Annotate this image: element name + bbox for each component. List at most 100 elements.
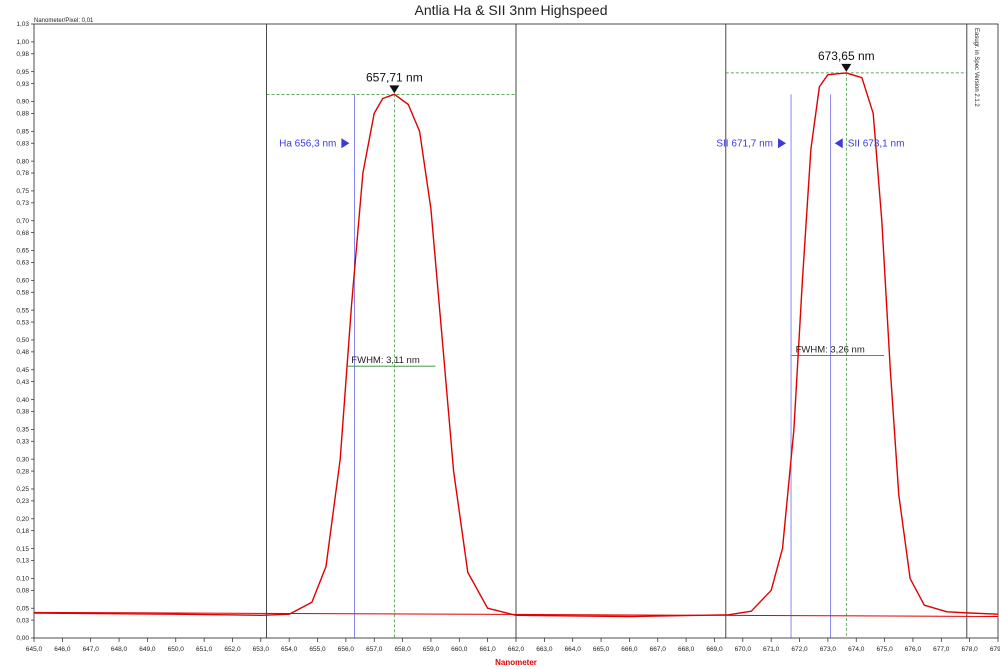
y-tick-label: 0,65 — [16, 248, 29, 255]
y-tick-label: 0,85 — [16, 129, 29, 136]
x-tick-label: 676,0 — [905, 646, 922, 653]
y-tick-label: 0,90 — [16, 99, 29, 106]
y-tick-label: 0,23 — [16, 498, 29, 505]
y-tick-label: 0,20 — [16, 516, 29, 523]
x-tick-label: 679,0 — [990, 646, 1000, 653]
y-tick-label: 0,60 — [16, 278, 29, 285]
y-tick-label: 0,95 — [16, 69, 29, 76]
x-tick-label: 667,0 — [650, 646, 667, 653]
x-tick-label: 670,0 — [735, 646, 752, 653]
y-tick-label: 0,13 — [16, 558, 29, 565]
y-tick-label: 0,48 — [16, 349, 29, 356]
x-tick-label: 671,0 — [763, 646, 780, 653]
emission-arrow-left-icon — [834, 138, 843, 149]
y-tick-label: 0,63 — [16, 260, 29, 267]
fwhm-label: FWHM: 3,26 nm — [796, 344, 865, 355]
filter-boundaries — [266, 24, 968, 638]
x-tick-label: 656,0 — [338, 646, 355, 653]
emission-arrow-right-icon — [341, 138, 350, 149]
y-tick-label: 0,00 — [16, 635, 29, 642]
x-tick-label: 663,0 — [536, 646, 553, 653]
baseline-curve — [33, 611, 999, 617]
y-tick-label: 0,45 — [16, 367, 29, 374]
peak-marker-icon — [841, 63, 852, 72]
x-tick-label: 673,0 — [820, 646, 837, 653]
resolution-note: Nanometer/Pixel: 0,01 — [34, 18, 94, 24]
y-tick-label: 0,78 — [16, 170, 29, 177]
emission-arrow-right-icon — [778, 138, 787, 149]
y-tick-label: 0,30 — [16, 456, 29, 463]
emission-line-label: Ha 656,3 nm — [279, 139, 336, 150]
y-tick-label: 0,68 — [16, 230, 29, 237]
peak-label: 657,71 nm — [366, 70, 423, 84]
emission-line-label: SII 673,1 nm — [848, 139, 905, 150]
y-tick-label: 0,05 — [16, 605, 29, 612]
peak-label: 673,65 nm — [818, 49, 875, 63]
y-tick-label: 0,38 — [16, 409, 29, 416]
y-tick-label: 0,33 — [16, 438, 29, 445]
y-tick-label: 0,25 — [16, 486, 29, 493]
guide-lines — [266, 72, 967, 638]
x-tick-label: 651,0 — [196, 646, 213, 653]
x-tick-label: 668,0 — [678, 646, 695, 653]
x-tick-label: 672,0 — [791, 646, 808, 653]
y-tick-label: 0,28 — [16, 468, 29, 475]
x-tick-label: 654,0 — [281, 646, 298, 653]
x-tick-label: 648,0 — [111, 646, 128, 653]
x-tick-label: 645,0 — [26, 646, 43, 653]
y-tick-label: 0,73 — [16, 200, 29, 207]
x-tick-label: 657,0 — [366, 646, 383, 653]
y-tick-label: 0,43 — [16, 379, 29, 386]
peak-marker-icon — [389, 85, 400, 94]
x-tick-label: 646,0 — [54, 646, 71, 653]
x-tick-label: 674,0 — [848, 646, 865, 653]
series-group — [33, 72, 999, 618]
y-tick-label: 1,03 — [16, 21, 29, 28]
chart-title: Antlia Ha & SII 3nm Highspeed — [415, 2, 608, 18]
y-tick-label: 0,10 — [16, 576, 29, 583]
y-tick-label: 0,03 — [16, 617, 29, 624]
x-tick-label: 661,0 — [480, 646, 497, 653]
y-tick-label: 0,50 — [16, 337, 29, 344]
x-tick-label: 677,0 — [933, 646, 950, 653]
transmission-curve — [33, 72, 999, 618]
y-tick-label: 1,00 — [16, 39, 29, 46]
y-tick-label: 0,83 — [16, 140, 29, 147]
x-tick-label: 655,0 — [309, 646, 326, 653]
x-tick-label: 664,0 — [565, 646, 582, 653]
x-tick-label: 658,0 — [394, 646, 411, 653]
y-axis: 0,00 0,03 0,05 0,08 0,10 0,13 0,15 0,18 0,20 0,23… — [16, 21, 34, 642]
x-tick-label: 647,0 — [83, 646, 100, 653]
x-axis-title: Nanometer — [495, 658, 537, 667]
y-tick-label: 0,80 — [16, 158, 29, 165]
y-tick-label: 0,40 — [16, 397, 29, 404]
y-tick-label: 0,93 — [16, 81, 29, 88]
annotations: 657,71 nm 673,65 nm Ha 656,3 nm SII 671,7 n… — [279, 49, 904, 366]
y-tick-label: 0,58 — [16, 289, 29, 296]
software-version-note: Easugr. in Spec Version 2.1.2 — [973, 28, 979, 107]
fwhm-label: FWHM: 3,11 nm — [351, 355, 420, 366]
x-tick-label: 666,0 — [621, 646, 638, 653]
y-tick-label: 0,88 — [16, 111, 29, 118]
y-tick-label: 0,98 — [16, 51, 29, 58]
x-tick-label: 660,0 — [451, 646, 468, 653]
emission-line-label: SII 671,7 nm — [716, 139, 773, 150]
x-tick-label: 675,0 — [876, 646, 893, 653]
y-tick-label: 0,35 — [16, 427, 29, 434]
y-tick-label: 0,08 — [16, 588, 29, 595]
y-tick-label: 0,55 — [16, 307, 29, 314]
x-axis: 645,0 646,0 647,0 648,0 649,0 650,0 651,0 652,0… — [26, 638, 1000, 653]
x-tick-label: 678,0 — [962, 646, 979, 653]
x-tick-label: 669,0 — [706, 646, 723, 653]
y-tick-label: 0,70 — [16, 218, 29, 225]
x-tick-label: 649,0 — [139, 646, 156, 653]
x-tick-label: 653,0 — [253, 646, 270, 653]
x-tick-label: 652,0 — [224, 646, 241, 653]
y-tick-label: 0,15 — [16, 546, 29, 553]
x-tick-label: 665,0 — [593, 646, 610, 653]
y-tick-label: 0,53 — [16, 319, 29, 326]
y-tick-label: 0,75 — [16, 188, 29, 195]
y-tick-label: 0,18 — [16, 528, 29, 535]
x-tick-label: 662,0 — [508, 646, 525, 653]
